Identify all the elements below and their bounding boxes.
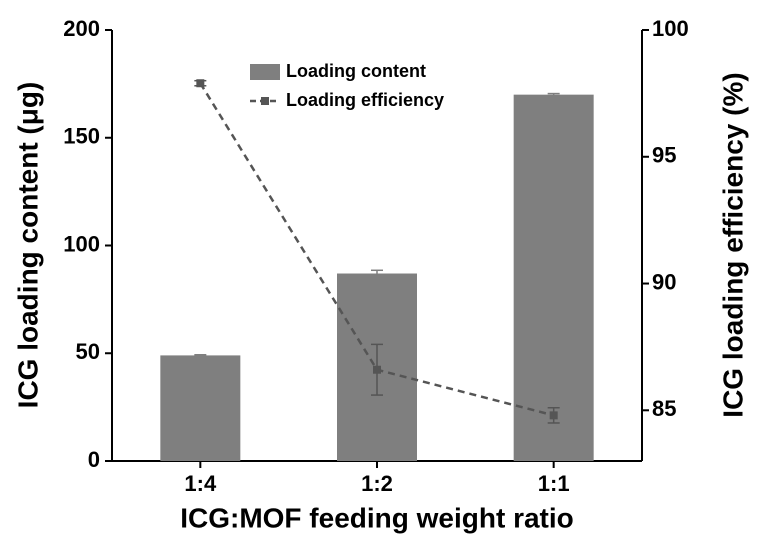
x-tick-label: 1:2	[361, 471, 393, 496]
error-bar	[194, 354, 207, 357]
y-tick-label: 50	[76, 339, 100, 364]
bar	[513, 94, 594, 462]
x-tick-label: 1:1	[538, 471, 570, 496]
y-tick-label: 200	[63, 16, 100, 41]
y2-tick-label: 100	[652, 16, 689, 41]
y-tick-label: 100	[63, 231, 100, 256]
x-tick-label: 1:4	[184, 471, 217, 496]
y2-tick-label: 85	[652, 396, 676, 421]
error-bar	[371, 269, 383, 278]
bar	[160, 355, 241, 461]
x-axis-label: ICG:MOF feeding weight ratio	[180, 502, 574, 533]
point	[196, 79, 205, 88]
legend-label: Loading efficiency	[286, 90, 444, 110]
point	[373, 365, 381, 374]
y-tick-label: 0	[88, 447, 100, 472]
error-bar	[547, 92, 560, 97]
legend-marker	[261, 97, 269, 105]
legend-label: Loading content	[286, 61, 426, 81]
point	[549, 411, 558, 420]
y-tick-label: 150	[63, 124, 100, 149]
y2-axis-label: ICG loading efficiency (%)	[717, 72, 748, 417]
y2-tick-label: 90	[652, 269, 676, 294]
y2-tick-label: 95	[652, 143, 676, 168]
legend-swatch	[250, 64, 280, 80]
y-axis-label: ICG loading content (μg)	[12, 82, 43, 409]
